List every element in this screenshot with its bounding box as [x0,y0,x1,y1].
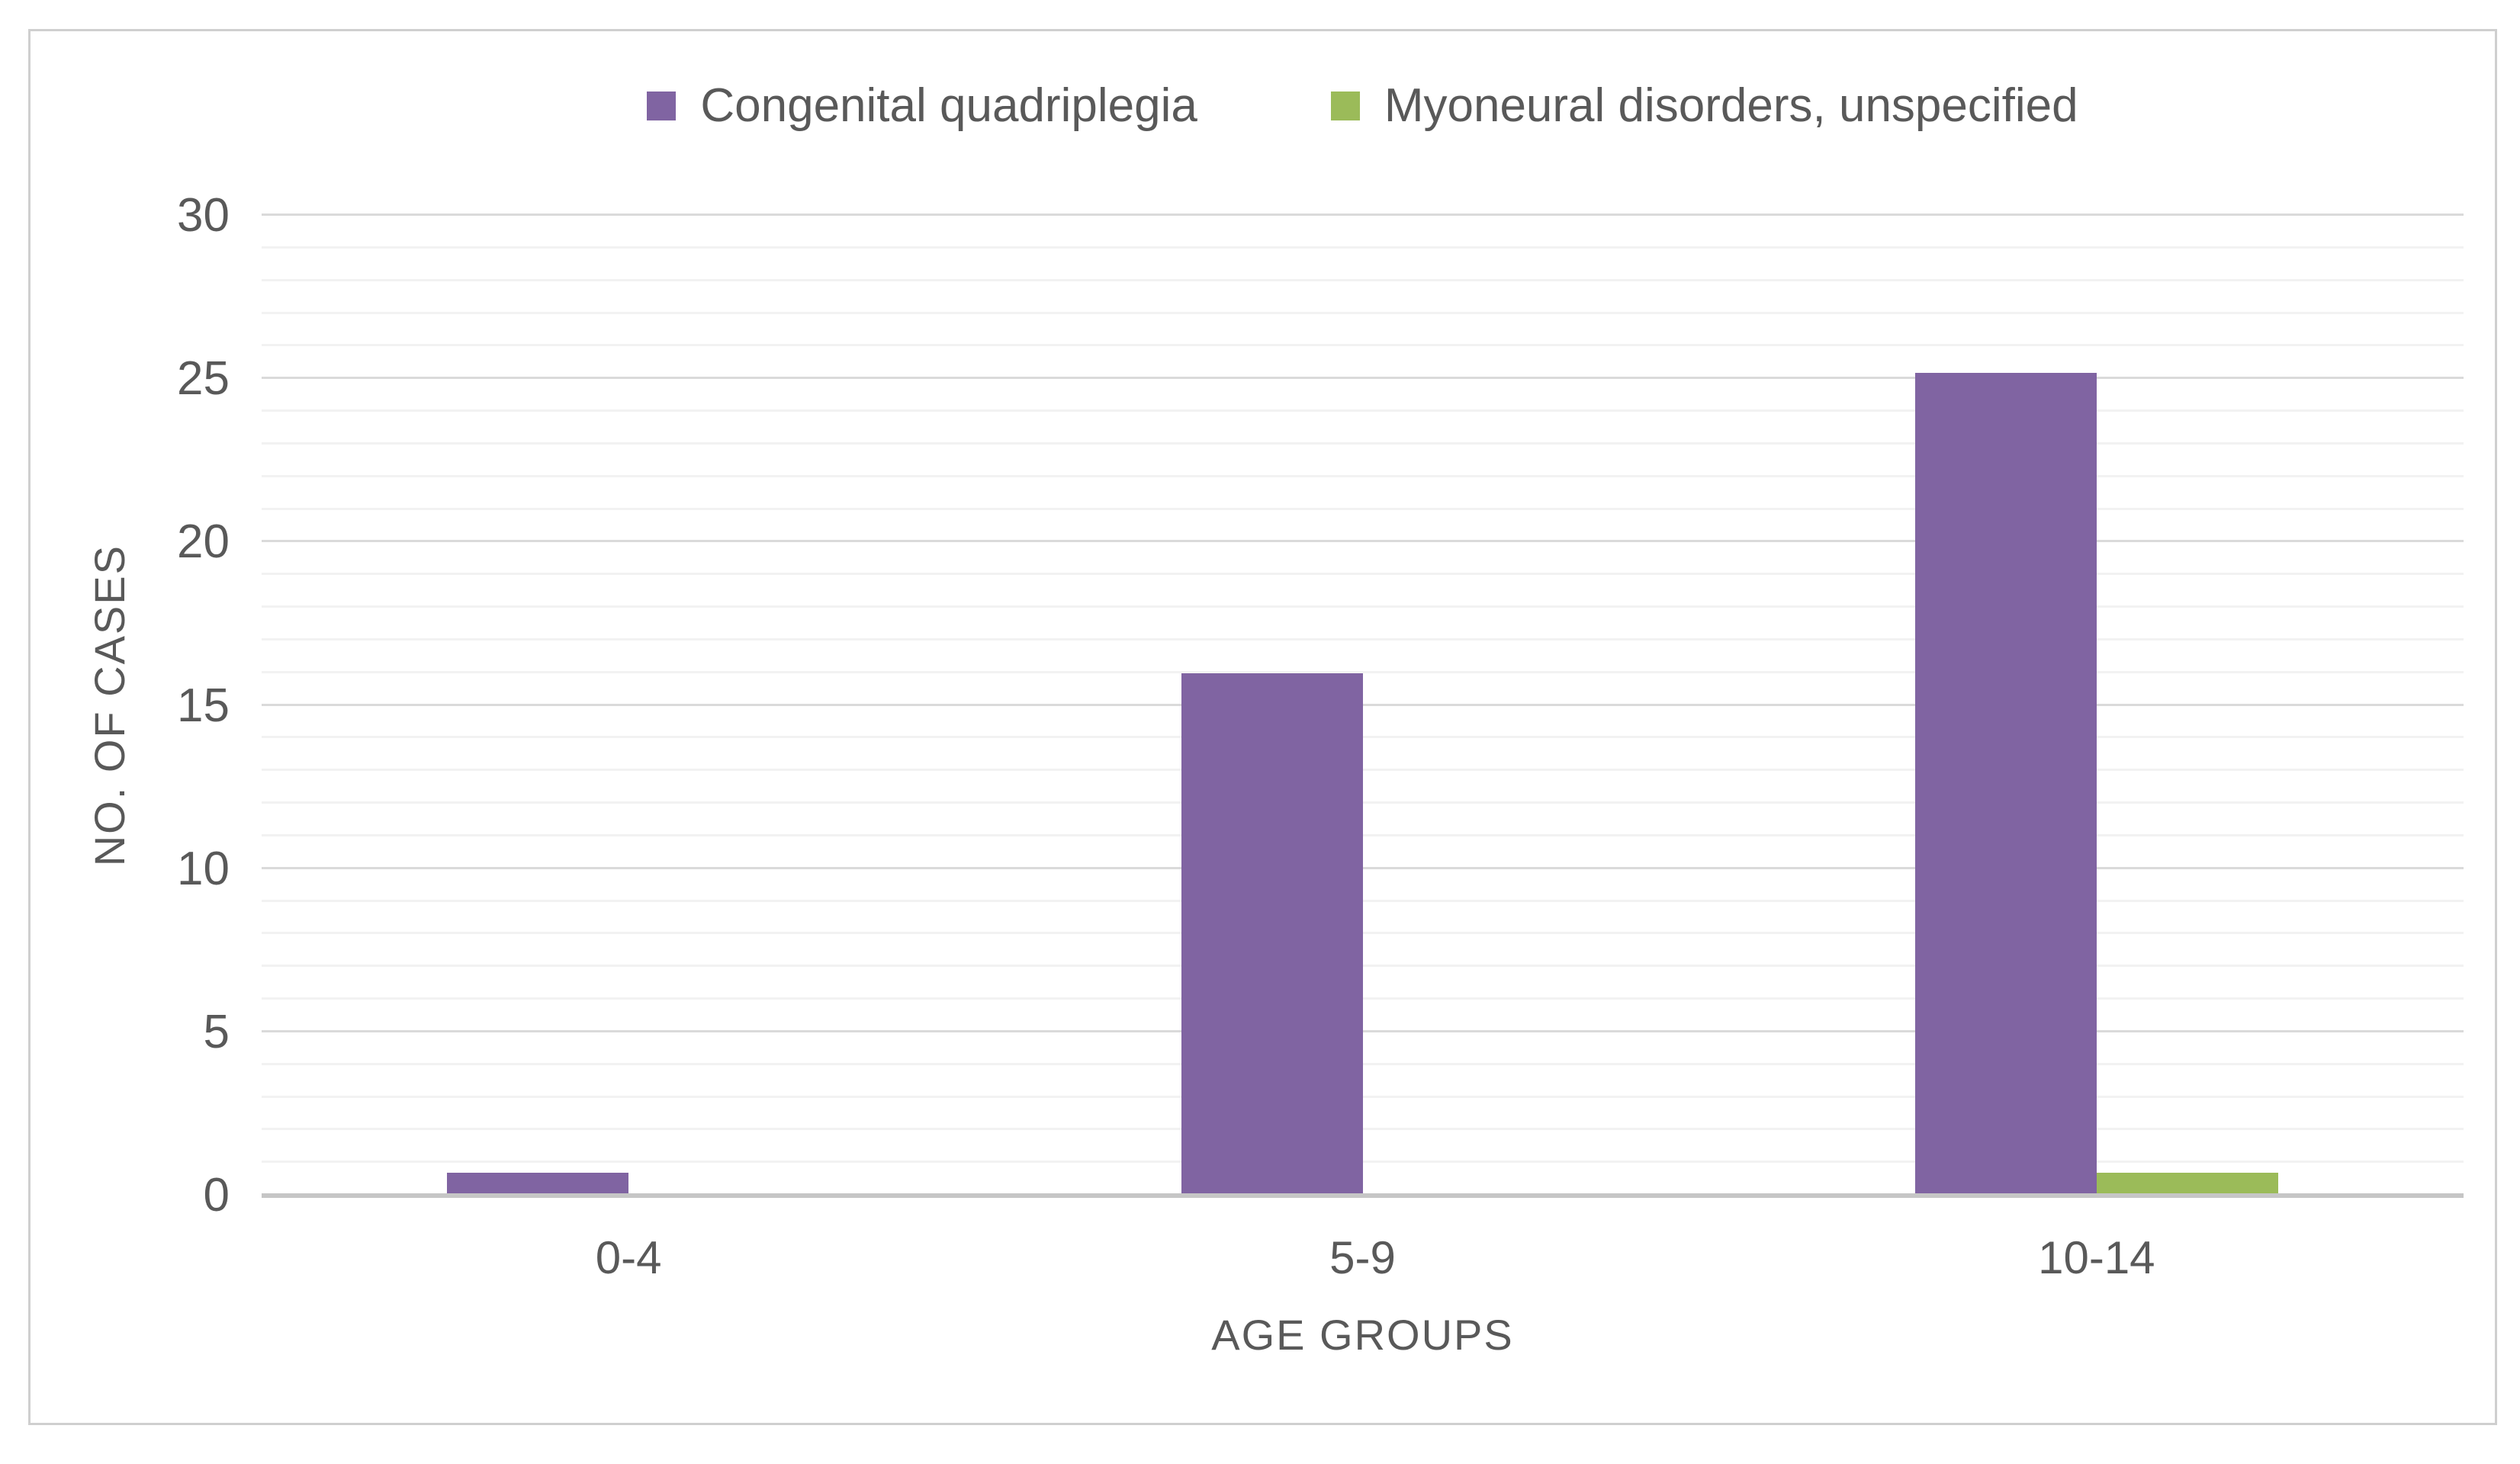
y-tick-label: 25 [177,352,230,406]
legend-label: Congenital quadriplegia [700,79,1197,132]
gridline-minor [262,409,2464,412]
gridline-minor [262,474,2464,477]
gridline-minor [262,769,2464,772]
y-tick-label: 20 [177,515,230,569]
gridline-minor [262,278,2464,281]
x-axis-line [262,1193,2464,1198]
legend-item: Myoneural disorders, unspecified [1330,79,2078,132]
gridline-major [262,1029,2464,1032]
gridline-minor [262,1161,2464,1164]
gridline-minor [262,670,2464,673]
gridline-major [262,703,2464,706]
y-tick-label: 30 [177,189,230,242]
gridline-minor [262,637,2464,640]
y-tick-label: 5 [203,1005,230,1058]
gridline-minor [262,344,2464,347]
legend-item: Congenital quadriplegia [647,82,1197,130]
gridline-major [262,866,2464,869]
bar-congenital-quadriplegia-5-9 [1181,673,1363,1196]
x-axis-title: AGE GROUPS [1211,1311,1514,1359]
gridline-minor [262,965,2464,968]
x-tick-label: 5-9 [1329,1232,1396,1283]
gridline-minor [262,1095,2464,1098]
bar-myoneural-disorders-unspecified-10-14 [2096,1173,2278,1196]
y-axis-title-text: NO. OF CASES [85,544,133,867]
gridline-minor [262,932,2464,935]
chart-border [28,29,2497,1425]
bar-congenital-quadriplegia-0-4 [447,1173,629,1196]
x-tick-label: 10-14 [2038,1232,2155,1283]
y-tick-label: 0 [203,1169,230,1222]
gridline-major [262,377,2464,380]
gridline-minor [262,246,2464,249]
gridline-minor [262,605,2464,608]
legend-label: Myoneural disorders, unspecified [1384,79,2078,132]
legend: Congenital quadriplegia Myoneural disorde… [262,82,2464,130]
gridline-minor [262,736,2464,739]
gridline-minor [262,801,2464,804]
y-tick-label: 10 [177,842,230,895]
bar-congenital-quadriplegia-10-14 [1914,372,2097,1196]
gridline-minor [262,441,2464,445]
legend-swatch-icon [1330,92,1360,120]
gridline-minor [262,1062,2464,1065]
gridline-minor [262,507,2464,510]
x-tick-label: 0-4 [595,1232,662,1283]
gridline-major [262,214,2464,216]
y-axis-title: NO. OF CASES [82,216,136,1196]
plot-area: 0 5 10 15 20 25 30 0-4 5-9 10-14 [177,192,2464,1281]
gridline-minor [262,997,2464,1000]
gridline-major [262,540,2464,543]
gridline-minor [262,899,2464,902]
y-tick-label: 15 [177,679,230,732]
gridline-minor [262,311,2464,314]
gridline-minor [262,573,2464,576]
legend-swatch-icon [647,92,677,120]
gridline-minor [262,833,2464,836]
gridline-minor [262,1128,2464,1131]
